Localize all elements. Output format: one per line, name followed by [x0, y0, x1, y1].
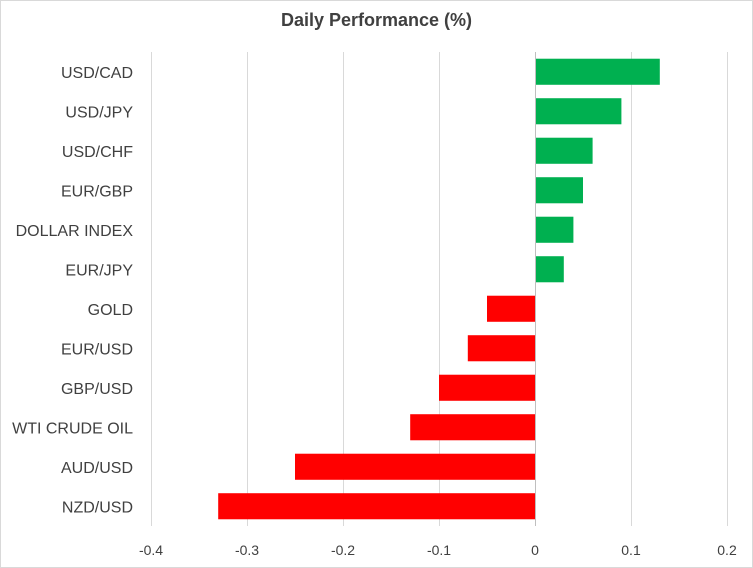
bar-eur-jpy	[535, 256, 564, 283]
bar-dollar-index	[535, 216, 574, 243]
bar-usd-cad	[535, 58, 660, 85]
category-label: USD/JPY	[65, 104, 133, 121]
x-tick-label: -0.2	[331, 542, 355, 558]
bar-gbp-usd	[439, 374, 535, 401]
category-label: EUR/GBP	[61, 183, 133, 200]
category-labels: USD/CAD USD/JPY USD/CHF EUR/GBP DOLLAR INDEX…	[12, 65, 133, 517]
category-label: DOLLAR INDEX	[16, 223, 134, 240]
x-tick-label: 0	[531, 542, 539, 558]
x-axis-tick-labels: -0.4 -0.3 -0.2 -0.1 0 0.1 0.2	[139, 542, 737, 558]
bar-eur-gbp	[535, 177, 583, 204]
category-label: USD/CAD	[61, 65, 133, 82]
bar-eur-usd	[467, 335, 535, 362]
category-label: USD/CHF	[62, 144, 133, 161]
category-label: GOLD	[88, 302, 133, 319]
category-label: EUR/USD	[61, 341, 133, 358]
x-tick-label: -0.4	[139, 542, 163, 558]
bar-wti-crude-oil	[410, 414, 535, 441]
chart-title: Daily Performance (%)	[280, 10, 473, 30]
bar-gold	[487, 295, 535, 322]
category-label: AUD/USD	[61, 460, 133, 477]
bar-usd-chf	[535, 137, 593, 164]
category-label: NZD/USD	[62, 499, 133, 516]
bar-aud-usd	[295, 453, 535, 480]
x-tick-label: -0.1	[427, 542, 451, 558]
bars	[218, 52, 660, 526]
category-label: WTI CRUDE OIL	[12, 420, 133, 437]
bar-nzd-usd	[218, 493, 535, 520]
category-label: GBP/USD	[61, 381, 133, 398]
x-tick-label: -0.3	[235, 542, 259, 558]
category-label: EUR/JPY	[65, 262, 133, 279]
x-tick-label: 0.2	[717, 542, 737, 558]
x-tick-label: 0.1	[621, 542, 641, 558]
bar-usd-jpy	[535, 98, 622, 125]
